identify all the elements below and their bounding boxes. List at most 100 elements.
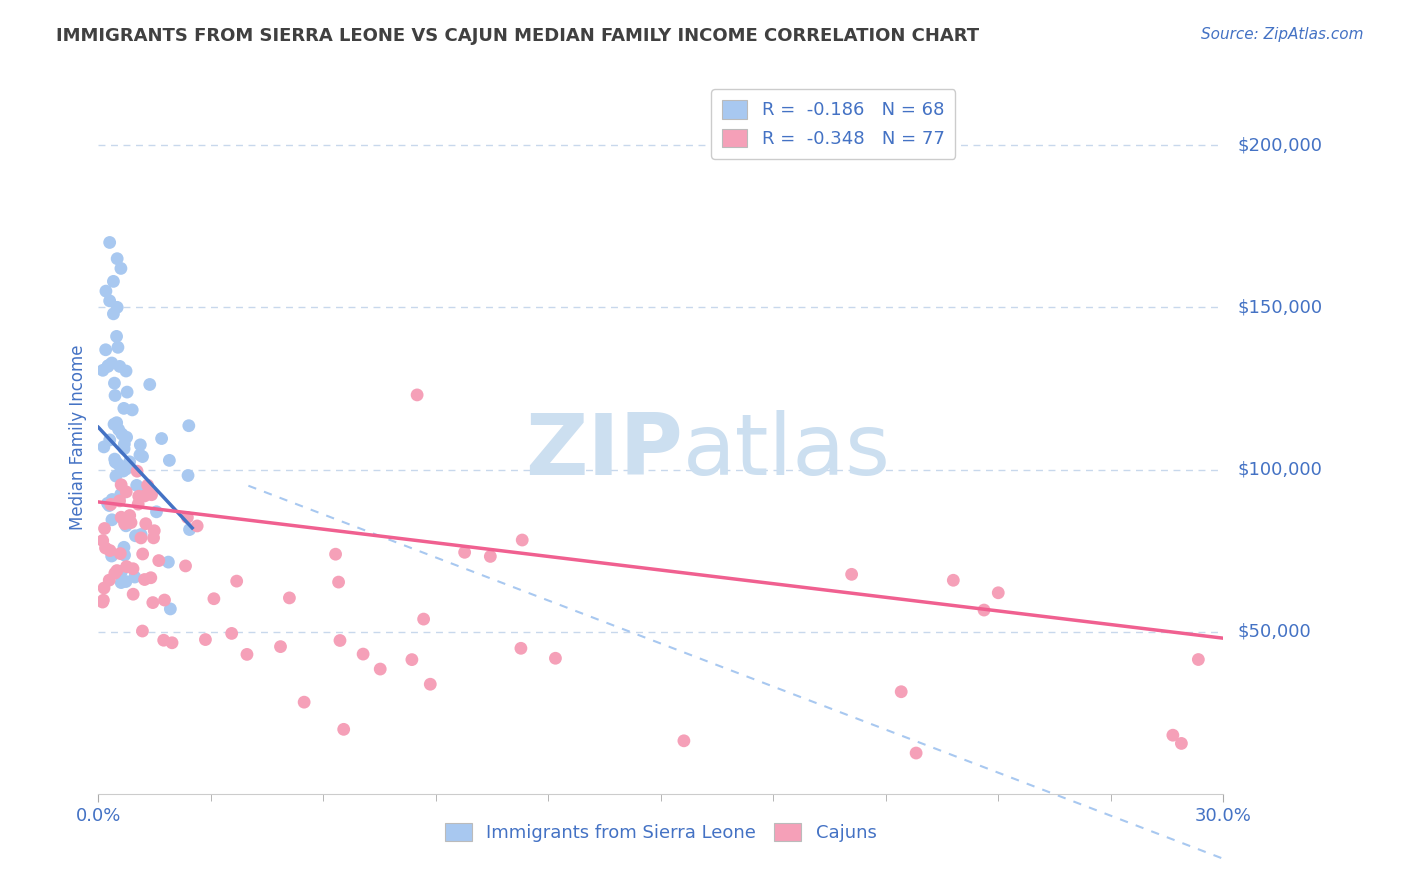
Point (139, 571, 162, 585)
Point (332, 723, 354, 737)
Point (105, 456, 128, 470)
Point (94, 343, 117, 357)
Point (112, 541, 135, 555)
Point (125, 464, 148, 478)
Point (142, 596, 165, 610)
Point (129, 527, 152, 541)
Point (107, 423, 129, 437)
Point (91, 595, 114, 609)
Point (890, 684, 912, 698)
Point (91, 533, 114, 548)
Point (121, 403, 143, 417)
Point (100, 549, 122, 563)
Point (510, 533, 533, 547)
Point (104, 566, 127, 581)
Point (412, 612, 434, 626)
Point (105, 416, 128, 430)
Point (103, 417, 125, 432)
Text: $150,000: $150,000 (1237, 298, 1322, 317)
Point (112, 401, 135, 416)
Point (134, 489, 156, 503)
Point (401, 652, 423, 666)
Point (101, 513, 124, 527)
Point (112, 442, 135, 456)
Point (194, 632, 217, 647)
Point (107, 340, 129, 354)
Point (110, 261, 132, 276)
Point (153, 593, 176, 607)
Point (1161, 728, 1184, 742)
Point (1187, 652, 1209, 666)
Point (150, 432, 173, 446)
Point (202, 591, 225, 606)
Point (112, 464, 135, 478)
Point (328, 575, 350, 590)
Point (108, 458, 131, 473)
Point (148, 553, 170, 567)
Text: ZIP: ZIP (526, 409, 683, 493)
Point (177, 468, 200, 483)
Point (105, 252, 128, 266)
Point (118, 508, 141, 523)
Point (111, 427, 134, 442)
Point (129, 438, 152, 452)
Point (100, 356, 122, 370)
Point (174, 558, 197, 573)
Point (136, 478, 159, 492)
Point (145, 505, 167, 519)
Point (104, 452, 127, 467)
Point (104, 388, 127, 402)
Point (157, 555, 180, 569)
Point (973, 603, 995, 617)
Point (100, 497, 122, 511)
Point (97, 359, 120, 374)
Point (91, 363, 114, 377)
Point (96, 496, 118, 510)
Point (115, 462, 138, 476)
Point (103, 274, 125, 288)
Point (93, 521, 115, 535)
Point (125, 478, 148, 492)
Point (115, 518, 138, 533)
Point (352, 647, 374, 661)
Point (278, 591, 301, 605)
Point (120, 516, 142, 530)
Text: IMMIGRANTS FROM SIERRA LEONE VS CAJUN MEDIAN FAMILY INCOME CORRELATION CHART: IMMIGRANTS FROM SIERRA LEONE VS CAJUN ME… (56, 27, 980, 45)
Point (98, 573, 121, 587)
Point (131, 547, 153, 561)
Point (93, 581, 115, 595)
Point (368, 662, 391, 676)
Text: $50,000: $50,000 (1237, 623, 1310, 640)
Point (672, 733, 695, 747)
Point (152, 633, 174, 648)
Point (110, 510, 132, 524)
Point (97, 359, 120, 373)
Point (115, 484, 138, 499)
Point (110, 477, 132, 491)
Point (453, 545, 475, 559)
Point (139, 377, 162, 392)
Text: $200,000: $200,000 (1237, 136, 1322, 154)
Point (115, 364, 138, 378)
Point (127, 497, 149, 511)
Point (115, 430, 138, 444)
Point (157, 453, 180, 467)
Point (292, 695, 315, 709)
Point (221, 626, 243, 640)
Point (114, 548, 136, 562)
Point (98, 433, 121, 447)
Point (105, 564, 128, 578)
Point (103, 376, 125, 391)
Point (98, 235, 121, 250)
Point (108, 493, 131, 508)
Point (124, 570, 146, 584)
Legend: Immigrants from Sierra Leone, Cajuns: Immigrants from Sierra Leone, Cajuns (437, 815, 884, 849)
Point (93, 440, 115, 454)
Point (143, 524, 166, 538)
Point (544, 651, 567, 665)
Point (419, 677, 441, 691)
Point (115, 559, 138, 574)
Point (110, 487, 132, 501)
Point (942, 574, 965, 588)
Point (131, 450, 153, 464)
